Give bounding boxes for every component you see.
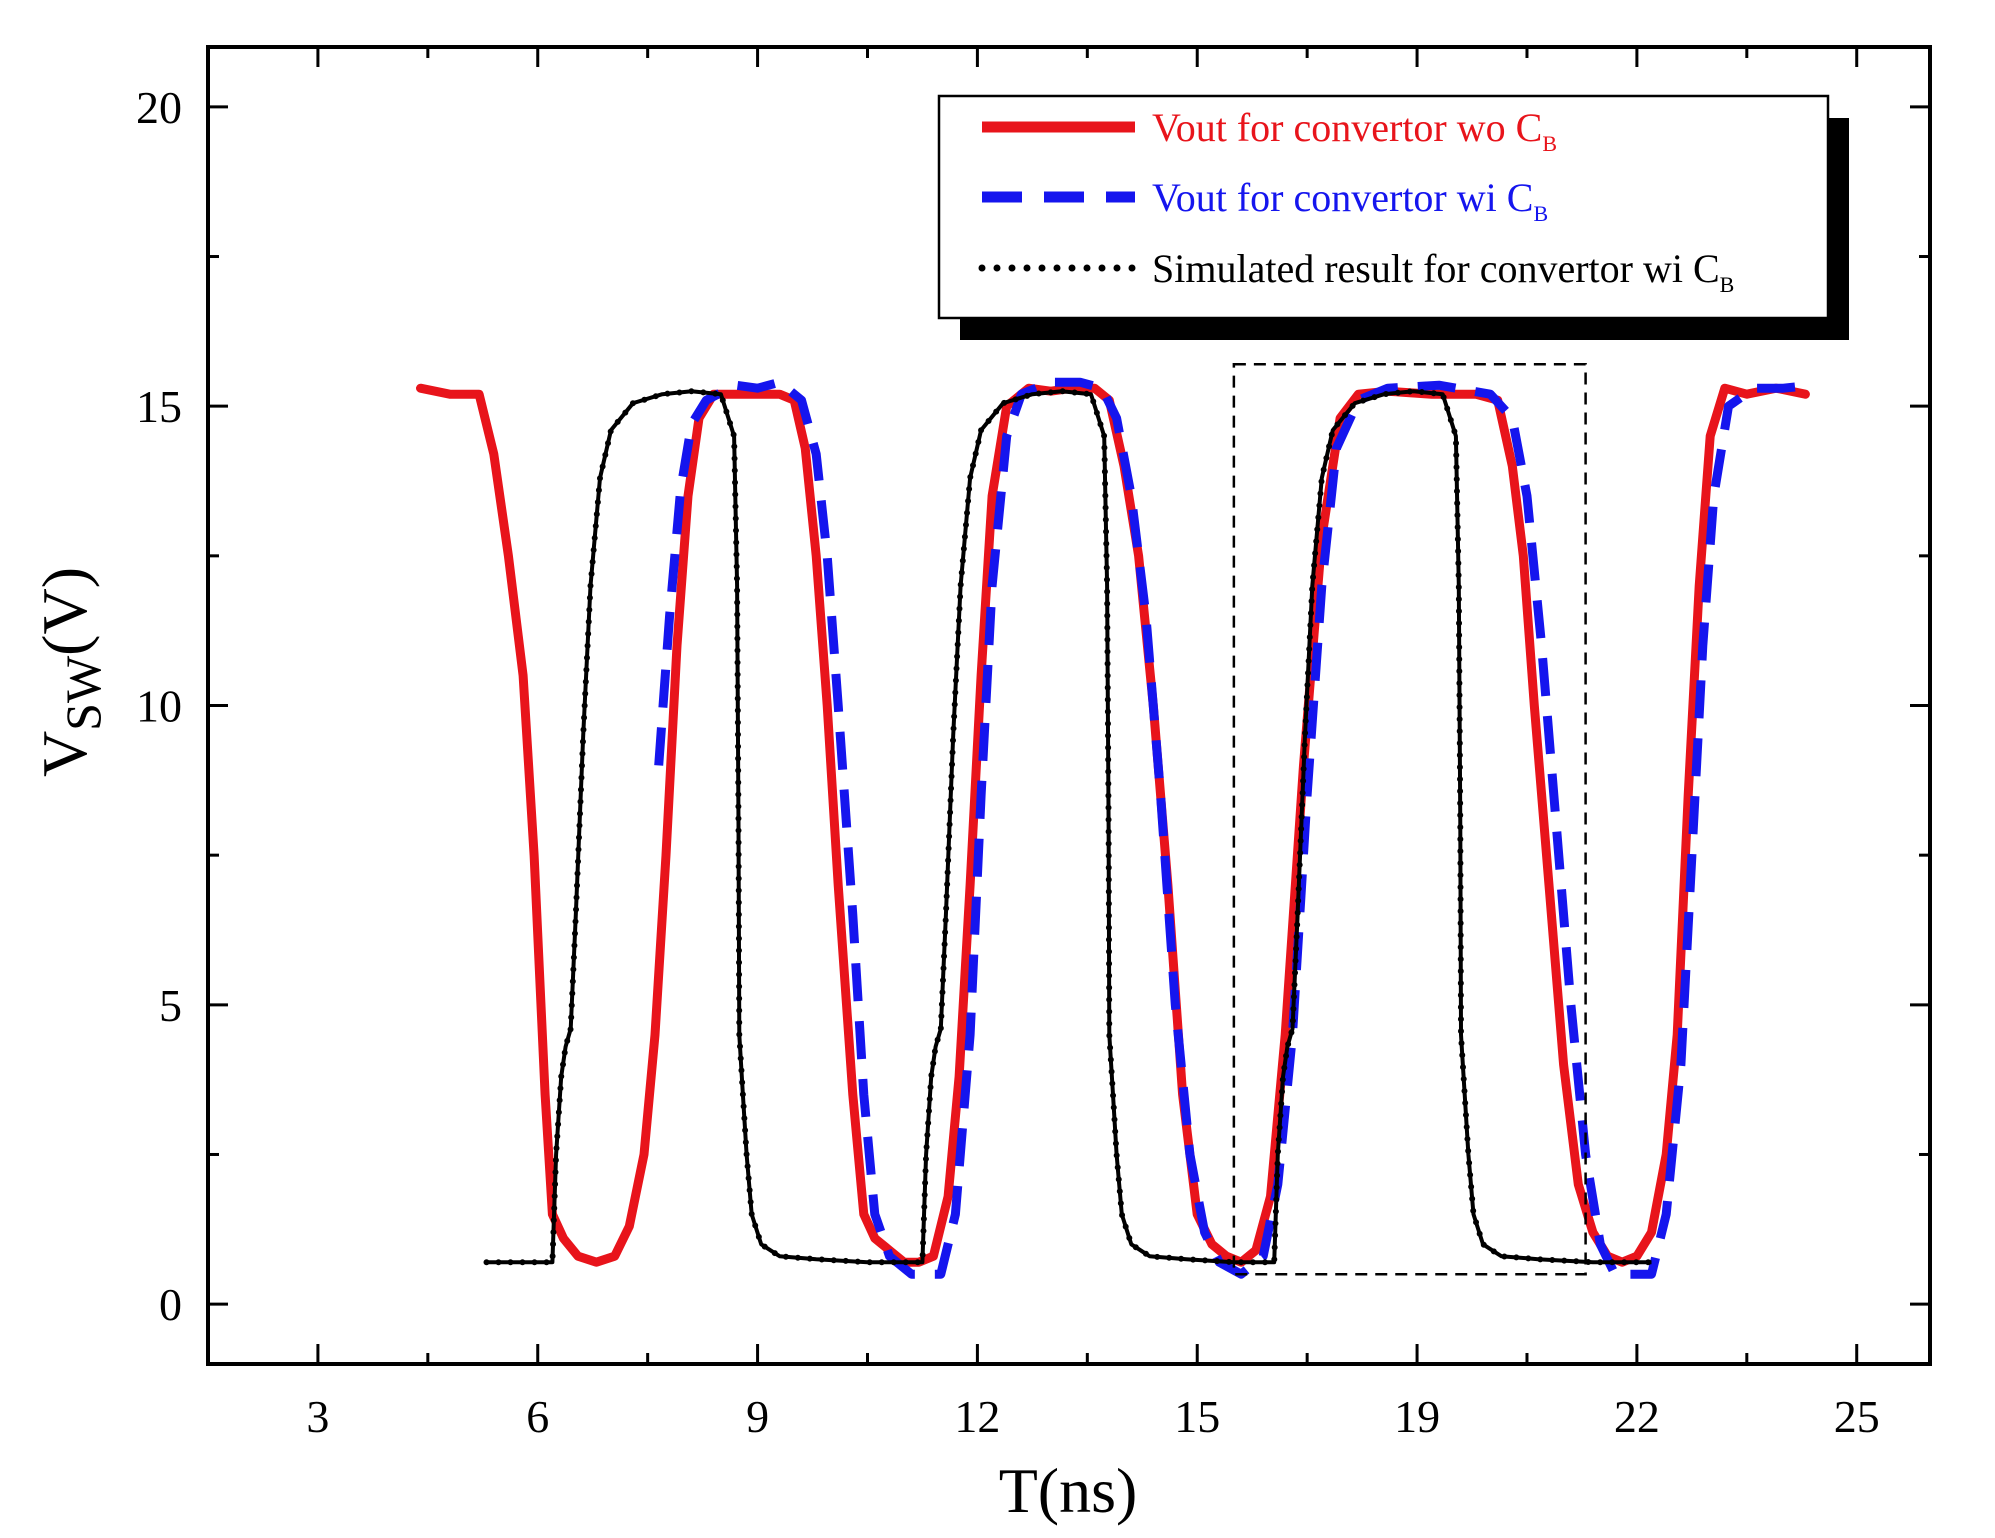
x-tick-label: 6 (526, 1391, 549, 1442)
x-axis-title: T(ns) (999, 1455, 1138, 1526)
legend-label-sim: Simulated result for convertor wi CB (1152, 246, 1734, 297)
legend: Vout for convertor wo CB Vout for conver… (937, 94, 1849, 340)
x-tick-label: 9 (746, 1391, 769, 1442)
axis-ticks (208, 47, 1930, 1364)
x-tick-label: 25 (1834, 1391, 1880, 1442)
x-tick-label: 12 (954, 1391, 1000, 1442)
series-line-simulated (486, 389, 1652, 1265)
x-tick-labels: 3 6 9 12 15 19 22 25 (306, 1391, 1879, 1442)
y-tick-label: 5 (159, 980, 182, 1031)
y-tick-label: 15 (136, 381, 182, 432)
legend-label-wo: Vout for convertor wo CB (1152, 105, 1557, 156)
y-axis-title: VSW(V) (29, 567, 111, 777)
x-tick-label: 15 (1174, 1391, 1220, 1442)
x-tick-label: 3 (306, 1391, 329, 1442)
y-tick-label: 20 (136, 82, 182, 133)
y-tick-label: 0 (159, 1279, 182, 1330)
x-tick-label: 19 (1394, 1391, 1440, 1442)
y-tick-labels: 0 5 10 15 20 (136, 82, 182, 1330)
data-series (416, 377, 1814, 1279)
series-line-wi-cb (654, 377, 1814, 1279)
x-tick-label: 22 (1614, 1391, 1660, 1442)
highlight-box (1232, 363, 1587, 1276)
legend-box (937, 94, 1830, 320)
series-line-simulated-dots (483, 388, 1655, 1266)
legend-label-wi: Vout for convertor wi CB (1152, 175, 1548, 226)
y-tick-label: 10 (136, 681, 182, 732)
